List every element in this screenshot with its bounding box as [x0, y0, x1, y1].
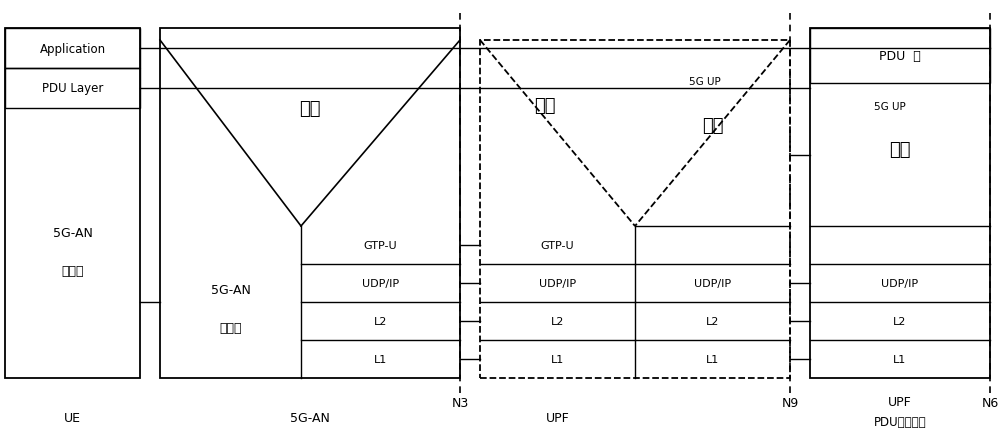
Text: 中继: 中继: [299, 100, 321, 118]
Text: UDP/IP: UDP/IP: [539, 279, 576, 288]
Text: N9: N9: [781, 396, 799, 410]
Text: PDU会话锁点: PDU会话锁点: [874, 416, 926, 428]
Text: 5G UP: 5G UP: [874, 102, 906, 112]
Text: GTP-U: GTP-U: [541, 240, 574, 251]
Text: L2: L2: [893, 316, 907, 326]
Text: 5G-AN: 5G-AN: [211, 284, 250, 297]
Text: UDP/IP: UDP/IP: [362, 279, 399, 288]
Text: L1: L1: [551, 354, 564, 364]
Text: UPF: UPF: [546, 412, 569, 424]
Text: L2: L2: [374, 316, 387, 326]
Text: 5G-AN: 5G-AN: [290, 412, 330, 424]
Text: PDU Layer: PDU Layer: [42, 82, 103, 95]
Text: UDP/IP: UDP/IP: [694, 279, 731, 288]
Text: UE: UE: [64, 412, 81, 424]
Text: 协议层: 协议层: [61, 265, 84, 278]
Text: 5G UP: 5G UP: [689, 77, 720, 87]
Text: UPF: UPF: [888, 396, 912, 409]
Text: 胶囊: 胶囊: [702, 117, 723, 135]
Text: L2: L2: [551, 316, 564, 326]
Text: PDU  层: PDU 层: [879, 50, 921, 63]
Bar: [5, 29, 140, 69]
Bar: [160, 29, 460, 378]
Bar: [810, 29, 990, 378]
Bar: [5, 29, 140, 378]
Text: GTP-U: GTP-U: [364, 240, 397, 251]
Bar: [810, 29, 990, 84]
Text: L2: L2: [706, 316, 719, 326]
Bar: [480, 41, 790, 378]
Text: N3: N3: [451, 396, 469, 410]
Text: 5G-AN: 5G-AN: [53, 227, 92, 240]
Text: N6: N6: [981, 396, 999, 410]
Text: L1: L1: [374, 354, 387, 364]
Text: L1: L1: [893, 354, 907, 364]
Text: Application: Application: [39, 42, 106, 55]
Text: 中继: 中继: [534, 97, 556, 115]
Text: 协议层: 协议层: [219, 322, 242, 335]
Text: L1: L1: [706, 354, 719, 364]
Bar: [5, 69, 140, 109]
Text: UDP/IP: UDP/IP: [881, 279, 919, 288]
Text: 胶囊: 胶囊: [889, 141, 911, 159]
